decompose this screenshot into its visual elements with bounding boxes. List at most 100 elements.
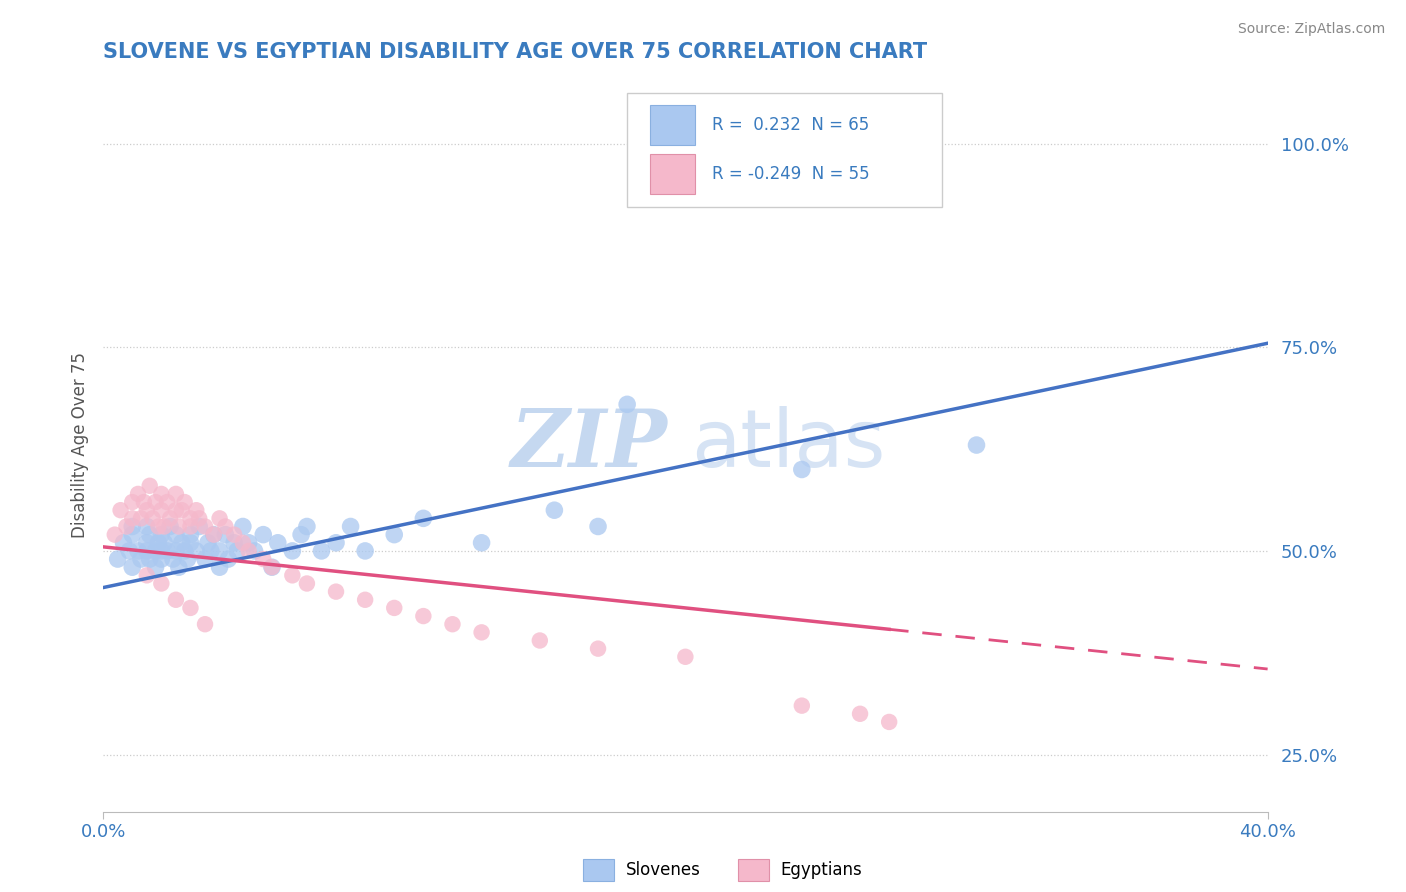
Point: [135, 544, 157, 558]
Text: R =  0.232  N = 65: R = 0.232 N = 65: [713, 116, 869, 134]
Point: [529, 633, 551, 648]
Point: [295, 519, 318, 533]
Point: [127, 544, 149, 558]
Point: [214, 527, 236, 541]
Point: [179, 519, 201, 533]
Point: [150, 544, 173, 558]
Point: [129, 511, 152, 525]
Y-axis label: Disability Age Over 75: Disability Age Over 75: [72, 352, 89, 538]
Point: [790, 698, 813, 713]
Point: [179, 535, 201, 549]
Point: [121, 527, 143, 541]
Point: [150, 503, 173, 517]
Point: [412, 609, 434, 624]
Point: [132, 495, 155, 509]
Point: [232, 519, 254, 533]
Point: [194, 552, 217, 566]
Point: [790, 462, 813, 476]
Point: [200, 544, 222, 558]
Point: [165, 592, 187, 607]
Point: [110, 503, 132, 517]
Point: [281, 568, 304, 582]
Text: Egyptians: Egyptians: [780, 861, 862, 879]
Point: [238, 535, 260, 549]
Point: [167, 519, 190, 533]
Point: [188, 519, 211, 533]
Point: [129, 552, 152, 566]
Point: [243, 544, 266, 558]
Point: [142, 511, 165, 525]
Point: [121, 519, 143, 533]
Point: [159, 519, 181, 533]
Point: [382, 527, 405, 541]
Point: [281, 544, 304, 558]
Point: [121, 560, 143, 574]
Point: [173, 495, 195, 509]
Point: [586, 641, 609, 656]
Point: [238, 544, 260, 558]
Point: [159, 511, 181, 525]
Point: [194, 617, 217, 632]
Point: [354, 544, 377, 558]
Point: [165, 544, 187, 558]
Point: [325, 535, 347, 549]
Point: [145, 560, 167, 574]
Point: [179, 527, 201, 541]
Point: [966, 438, 988, 452]
Point: [325, 584, 347, 599]
Point: [267, 535, 290, 549]
Point: [354, 592, 377, 607]
Point: [135, 535, 157, 549]
Point: [138, 552, 160, 566]
Point: [150, 576, 173, 591]
Point: [214, 519, 236, 533]
Point: [153, 519, 176, 533]
Point: [138, 479, 160, 493]
Point: [252, 527, 274, 541]
Point: [673, 649, 696, 664]
Point: [226, 544, 249, 558]
Point: [107, 552, 129, 566]
Point: [194, 519, 217, 533]
Point: [179, 511, 201, 525]
Point: [217, 552, 239, 566]
Bar: [651, 153, 695, 194]
Point: [118, 544, 141, 558]
Point: [208, 560, 231, 574]
Point: [202, 527, 225, 541]
Point: [176, 552, 198, 566]
Point: [260, 560, 283, 574]
Point: [179, 601, 201, 615]
Point: [115, 519, 138, 533]
Point: [202, 527, 225, 541]
Point: [186, 503, 208, 517]
Point: [145, 544, 167, 558]
Point: [224, 527, 246, 541]
Point: [232, 535, 254, 549]
Point: [162, 552, 184, 566]
Point: [260, 560, 283, 574]
Point: [135, 568, 157, 582]
Text: atlas: atlas: [692, 406, 886, 484]
Point: [186, 544, 208, 558]
Point: [382, 601, 405, 615]
Point: [167, 560, 190, 574]
Point: [877, 714, 900, 729]
Point: [208, 544, 231, 558]
Point: [165, 527, 187, 541]
Point: [170, 503, 193, 517]
Point: [412, 511, 434, 525]
Point: [121, 495, 143, 509]
Point: [224, 535, 246, 549]
Point: [112, 535, 135, 549]
Point: [135, 519, 157, 533]
Bar: [651, 104, 695, 145]
Point: [135, 503, 157, 517]
Point: [165, 503, 187, 517]
Text: R = -0.249  N = 55: R = -0.249 N = 55: [713, 165, 870, 183]
Point: [471, 625, 494, 640]
Point: [156, 495, 179, 509]
Text: Slovenes: Slovenes: [626, 861, 700, 879]
Point: [150, 552, 173, 566]
Point: [150, 487, 173, 501]
